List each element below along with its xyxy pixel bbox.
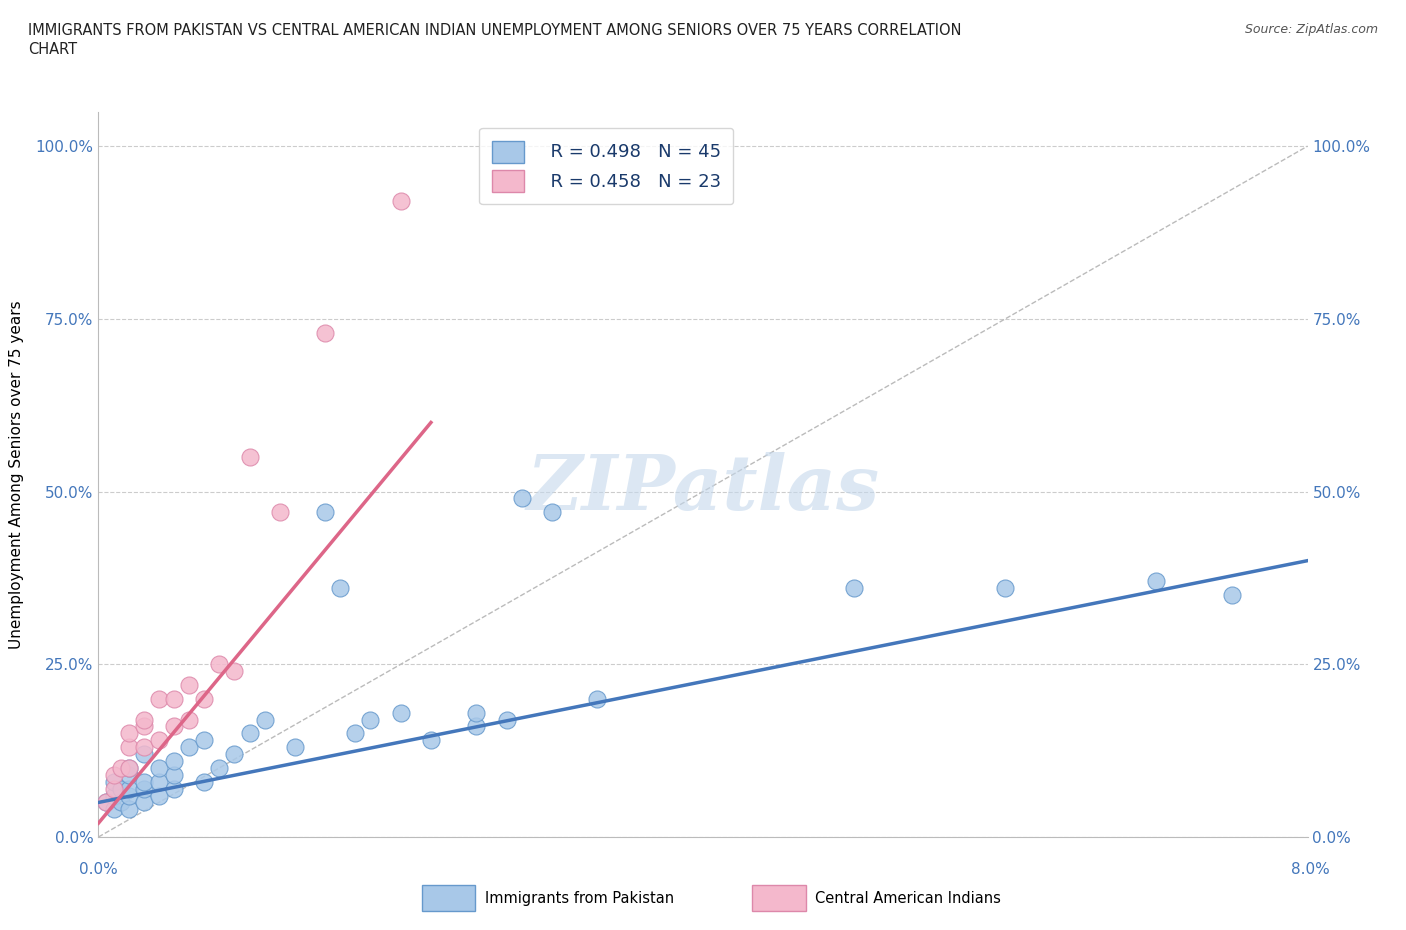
Point [389,705,412,720]
Point [465,705,488,720]
Point [132,795,155,810]
Point [132,775,155,790]
Point [208,761,231,776]
Text: 0.0%: 0.0% [79,862,118,877]
Point [103,802,125,817]
Point [344,726,367,741]
Point [118,739,141,754]
Point [179,739,201,754]
Point [163,781,186,796]
Point [541,505,564,520]
Point [314,505,336,520]
Point [118,761,141,776]
Point [329,581,352,596]
Point [224,664,246,679]
Point [132,781,155,796]
Point [193,733,215,748]
Point [360,712,382,727]
Point [284,739,307,754]
Point [118,767,141,782]
Point [163,719,186,734]
Text: 8.0%: 8.0% [1291,862,1330,877]
Text: ZIPatlas: ZIPatlas [526,452,880,525]
Point [269,505,291,520]
Point [148,691,170,706]
Point [844,581,866,596]
Point [132,712,155,727]
Point [118,726,141,741]
Point [163,767,186,782]
Point [179,712,201,727]
Text: Immigrants from Pakistan: Immigrants from Pakistan [485,891,675,906]
Point [253,712,276,727]
Point [110,795,132,810]
Point [224,747,246,762]
Point [314,326,336,340]
Legend:   R = 0.498   N = 45,   R = 0.458   N = 23: R = 0.498 N = 45, R = 0.458 N = 23 [479,128,734,205]
Point [193,691,215,706]
Point [389,194,412,209]
Point [586,691,609,706]
Point [193,775,215,790]
Point [239,449,262,464]
Point [94,795,117,810]
Point [103,781,125,796]
Point [1146,574,1168,589]
Y-axis label: Unemployment Among Seniors over 75 years: Unemployment Among Seniors over 75 years [10,300,24,648]
Point [148,761,170,776]
Point [163,753,186,768]
Point [148,775,170,790]
Point [118,788,141,803]
Text: CHART: CHART [28,42,77,57]
Point [510,491,533,506]
Point [103,788,125,803]
Point [118,761,141,776]
Point [118,802,141,817]
Point [148,733,170,748]
Point [208,657,231,671]
Point [495,712,517,727]
Point [94,795,117,810]
Point [132,747,155,762]
Point [163,691,186,706]
Text: IMMIGRANTS FROM PAKISTAN VS CENTRAL AMERICAN INDIAN UNEMPLOYMENT AMONG SENIORS O: IMMIGRANTS FROM PAKISTAN VS CENTRAL AMER… [28,23,962,38]
Point [1220,588,1243,603]
Point [132,739,155,754]
Text: Source: ZipAtlas.com: Source: ZipAtlas.com [1244,23,1378,36]
Point [103,775,125,790]
Point [103,767,125,782]
Point [465,719,488,734]
Point [994,581,1017,596]
Point [132,719,155,734]
Text: Central American Indians: Central American Indians [815,891,1001,906]
Point [118,781,141,796]
Point [110,781,132,796]
Point [179,678,201,693]
Point [420,733,443,748]
Point [239,726,262,741]
Point [110,761,132,776]
Point [148,788,170,803]
